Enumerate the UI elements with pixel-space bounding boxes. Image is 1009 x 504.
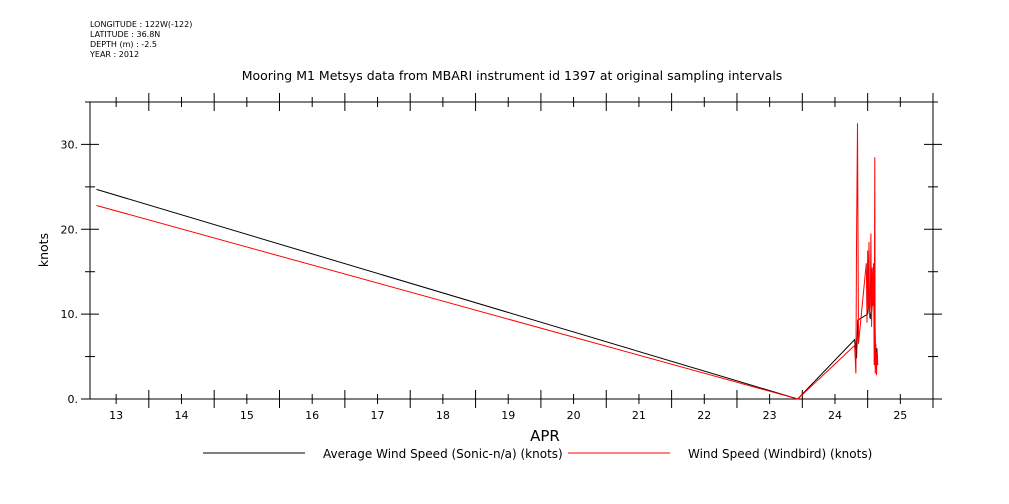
x-tick-label: 15 <box>240 409 254 422</box>
year-label: YEAR : 2012 <box>90 50 140 59</box>
x-tick-label: 16 <box>305 409 319 422</box>
y-axis: 0. 10. 20. 30. <box>61 101 942 406</box>
x-tick-label: 19 <box>501 409 515 422</box>
legend-label-2: Wind Speed (Windbird) (knots) <box>688 447 872 461</box>
legend: Average Wind Speed (Sonic-n/a) (knots) Wi… <box>203 447 872 461</box>
y-tick-label: 20. <box>61 223 79 236</box>
metadata-block: LONGITUDE : 122W(-122) LATITUDE : 36.8N … <box>90 20 192 60</box>
x-tick-label: 20 <box>567 409 581 422</box>
y-tick-label: 10. <box>61 308 79 321</box>
x-tick-label: 21 <box>632 409 646 422</box>
depth-label: DEPTH (m) : -2.5 <box>90 40 157 49</box>
y-tick-label: 0. <box>68 393 79 406</box>
chart-title: Mooring M1 Metsys data from MBARI instru… <box>242 68 783 83</box>
latitude-label: LATITUDE : 36.8N <box>90 30 161 39</box>
y-tick-label: 30. <box>61 138 79 151</box>
x-axis: 13 14 15 16 17 18 19 20 21 22 23 24 25 <box>109 93 934 422</box>
legend-label-1: Average Wind Speed (Sonic-n/a) (knots) <box>323 447 563 461</box>
series-line-1 <box>96 188 878 400</box>
x-tick-label: 13 <box>109 409 123 422</box>
x-tick-label: 14 <box>174 409 188 422</box>
x-tick-label: 18 <box>436 409 450 422</box>
plot-frame <box>89 101 934 400</box>
y-axis-label: knots <box>36 233 51 267</box>
x-tick-label: 17 <box>371 409 385 422</box>
series-line-2 <box>96 123 879 400</box>
series-group <box>96 123 879 400</box>
x-tick-label: 22 <box>697 409 711 422</box>
x-axis-label: APR <box>530 427 560 445</box>
x-tick-label: 25 <box>893 409 907 422</box>
longitude-label: LONGITUDE : 122W(-122) <box>90 20 193 29</box>
x-tick-label: 24 <box>828 409 842 422</box>
x-tick-label: 23 <box>763 409 777 422</box>
